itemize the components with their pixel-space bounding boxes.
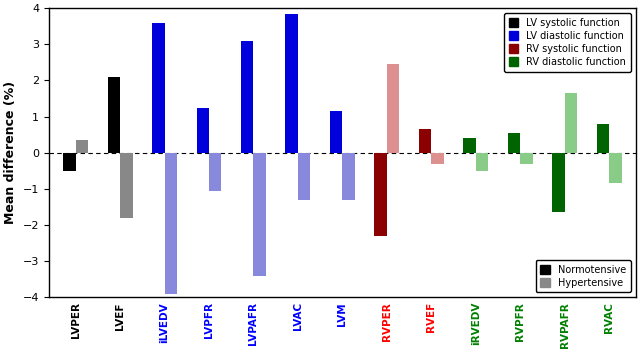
Bar: [209, 153, 221, 191]
Bar: [387, 64, 399, 153]
Bar: [164, 153, 177, 294]
Bar: [285, 14, 298, 153]
Bar: [342, 153, 355, 200]
Bar: [374, 153, 387, 236]
Bar: [520, 153, 532, 164]
Bar: [298, 153, 310, 200]
Bar: [108, 77, 120, 153]
Bar: [463, 138, 476, 153]
Y-axis label: Mean difference (%): Mean difference (%): [4, 81, 17, 224]
Legend: Normotensive, Hypertensive: Normotensive, Hypertensive: [536, 260, 631, 293]
Bar: [330, 111, 342, 153]
Bar: [63, 153, 76, 171]
Bar: [552, 153, 564, 212]
Bar: [253, 153, 266, 276]
Bar: [241, 41, 253, 153]
Bar: [596, 124, 609, 153]
Bar: [76, 140, 88, 153]
Bar: [564, 93, 577, 153]
Bar: [431, 153, 444, 164]
Bar: [419, 129, 431, 153]
Bar: [152, 23, 164, 153]
Bar: [609, 153, 621, 183]
Bar: [476, 153, 488, 171]
Bar: [196, 107, 209, 153]
Bar: [120, 153, 132, 218]
Bar: [508, 133, 520, 153]
